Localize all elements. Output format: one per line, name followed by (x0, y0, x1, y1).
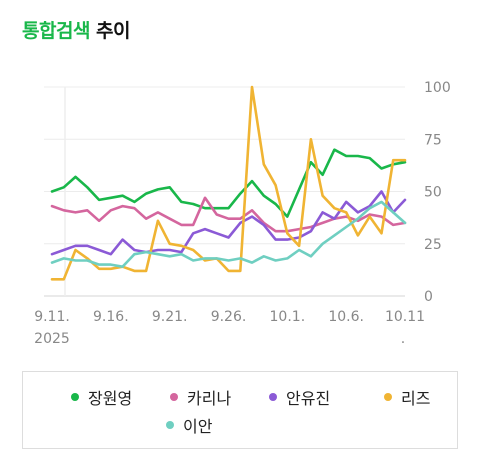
x-tick-label: 9.11. (34, 309, 70, 325)
chart-title-accent: 통합검색 (22, 20, 90, 42)
x-year-label: 2025 (34, 331, 70, 347)
legend-label: 카리나 (187, 389, 232, 408)
series-line (50, 148, 407, 218)
legend-item: 카리나 (170, 385, 231, 409)
chart-title: 통합검색 추이 (22, 16, 131, 43)
legend-label: 이안 (183, 417, 213, 436)
y-tick-label: 25 (424, 237, 442, 253)
x-tick-label: 10.1. (270, 309, 306, 325)
x-tick-label: 9.26. (211, 309, 247, 325)
series-line (50, 190, 407, 256)
trend-line-chart: 0 25 50 75 100 9.11. 9.16. 9.21. 9.26. 10.1. 10.6.… (34, 80, 451, 347)
x-tick-label: 10.11 (385, 309, 425, 325)
x-tick-label: 10.6. (328, 309, 364, 325)
x-trailing-mark: . (401, 331, 405, 347)
legend-item: 장원영 (71, 385, 132, 409)
series-line (50, 196, 407, 233)
y-tick-label: 0 (424, 289, 433, 305)
legend-dot (71, 393, 79, 401)
series-line (50, 200, 407, 268)
y-tick-label: 75 (424, 132, 442, 148)
legend-item: 안유진 (269, 385, 330, 409)
series-line (50, 85, 407, 281)
x-tick-label: 9.16. (93, 309, 129, 325)
legend-dot (384, 393, 392, 401)
legend-label: 안유진 (286, 389, 331, 408)
legend-label: 리즈 (401, 389, 431, 408)
legend-dot (269, 393, 277, 401)
legend-item: 리즈 (384, 385, 430, 409)
y-tick-label: 100 (424, 80, 451, 96)
legend-dot (170, 393, 178, 401)
legend-label: 장원영 (88, 389, 133, 408)
legend-item: 이안 (166, 413, 212, 437)
y-tick-label: 50 (424, 185, 442, 201)
legend-dot (166, 421, 174, 429)
chart-title-rest: 추이 (96, 20, 131, 42)
x-tick-label: 9.21. (152, 309, 188, 325)
